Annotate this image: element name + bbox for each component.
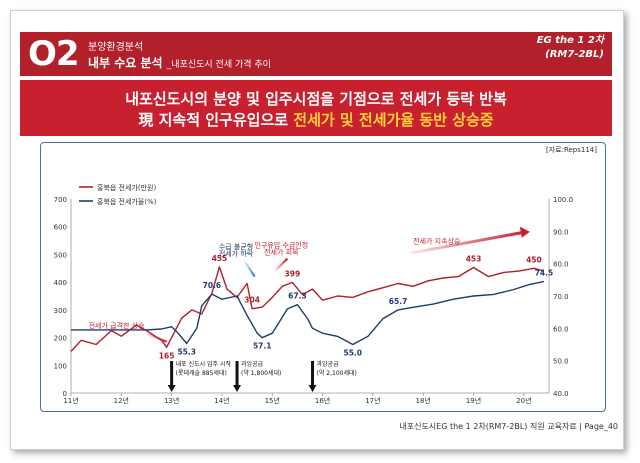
annotation-continuous-arrow-line xyxy=(410,230,525,255)
y-left-tick-label: 500 xyxy=(54,251,67,259)
ratio-data-label: 55.0 xyxy=(344,349,363,358)
section-header: O2 분양환경분석 내부 수요 분석 _내포신도시 전세 가격 추이 EG th… xyxy=(20,32,612,76)
event-label: (약 1,800세대) xyxy=(241,369,281,377)
legend-label: 홍북읍 전세가율(%) xyxy=(97,197,157,206)
y-left-tick-label: 100 xyxy=(54,362,67,370)
section-title-main: 내부 수요 분석 xyxy=(88,56,163,70)
y-left-tick-label: 400 xyxy=(54,279,67,287)
ratio-data-label: 74.5 xyxy=(535,268,554,277)
event-arrow-head xyxy=(167,385,176,392)
ratio-data-label: 55.3 xyxy=(177,348,196,357)
price-data-label: 399 xyxy=(285,269,301,278)
project-line2: (RM7-2BL) xyxy=(545,49,604,60)
section-title-small: _내포신도시 전세 가격 추이 xyxy=(166,60,271,70)
project-label: EG the 1 2차 (RM7-2BL) xyxy=(537,34,604,62)
x-tick-label: 13년 xyxy=(164,396,179,405)
event-label: 과잉공급 xyxy=(241,360,264,368)
annotation-recover-line2: 전세가 회복 xyxy=(264,247,299,256)
ratio-data-label: 65.7 xyxy=(389,297,408,306)
ratio-data-label: 67.3 xyxy=(288,292,307,301)
price-series-line xyxy=(70,266,545,352)
annotation-rise-sharp: 전세가 급격한 상승 xyxy=(89,321,146,330)
y-left-tick-label: 600 xyxy=(54,224,67,232)
legend-label: 홍북읍 전세가(만원) xyxy=(97,183,156,192)
annotation-supply-line1: 수급 불균형 xyxy=(219,242,253,251)
y-left-tick-label: 300 xyxy=(54,307,67,315)
event-arrow-head xyxy=(308,385,317,392)
ratio-data-label: 57.1 xyxy=(253,342,272,351)
event-label: (롯데캐슬 885세대) xyxy=(176,369,227,377)
footer-label: 내포신도시EG the 1 2차(RM7-2BL) 직원 교육자료 | Page… xyxy=(399,422,618,431)
headline-line2-prefix: 現 지속적 인구유입으로 xyxy=(138,111,294,129)
y-right-tick-label: 90.0 xyxy=(553,228,569,236)
y-right-tick-label: 50.0 xyxy=(553,358,569,366)
annotation-supply-arrow-line xyxy=(243,260,256,278)
price-data-label: 453 xyxy=(466,254,482,263)
x-tick-label: 18년 xyxy=(416,396,431,405)
headline-line1: 내포신도시의 분양 및 입주시점을 기점으로 전세가 등락 반복 xyxy=(125,90,507,108)
chart-box: [자료:Reps114] 0 100 200 300 400 500 600 700 40.0 5… xyxy=(40,142,606,412)
headline-line2-highlight: 전세가 및 전세가율 동반 상승중 xyxy=(293,111,494,129)
y-right-tick-label: 80.0 xyxy=(553,261,569,269)
x-tick-label: 17년 xyxy=(365,396,380,405)
y-left-tick-label: 700 xyxy=(54,196,67,204)
annotation-continuous: 전세가 지속상승 xyxy=(413,236,461,245)
x-tick-label: 19년 xyxy=(466,396,481,405)
event-label: 내포 신도시 입주 시작 xyxy=(176,360,232,368)
annotation-continuous-arrow-head xyxy=(519,226,530,238)
headline-line2: 現 지속적 인구유입으로 전세가 및 전세가율 동반 상승중 xyxy=(20,109,612,130)
annotation-supply-line2: 전세가 하락 xyxy=(219,249,254,258)
annotation-rise-arrow-line xyxy=(146,332,168,343)
x-tick-label: 16년 xyxy=(315,396,330,405)
annotation-recover-line1: 인구유입 수급안정 xyxy=(254,241,308,250)
price-data-label: 450 xyxy=(526,255,542,264)
x-tick-label: 20년 xyxy=(516,396,531,405)
event-arrow-head xyxy=(233,385,242,392)
x-tick-label: 14년 xyxy=(214,396,229,405)
event-label: (약 2,100세대) xyxy=(317,369,357,377)
y-right-tick-label: 100.0 xyxy=(553,196,573,204)
y-left-tick-label: 200 xyxy=(54,335,67,343)
section-number: O2 xyxy=(28,34,80,74)
y-right-tick-label: 70.0 xyxy=(553,293,569,301)
y-left-tick-label: 0 xyxy=(63,390,67,398)
event-label: 과잉공급 xyxy=(317,360,340,368)
x-tick-label: 11년 xyxy=(63,396,78,405)
price-data-label: 165 xyxy=(159,351,175,360)
headline-banner: 내포신도시의 분양 및 입주시점을 기점으로 전세가 등락 반복 現 지속적 인… xyxy=(20,80,612,136)
price-data-label: 455 xyxy=(212,254,228,263)
x-tick-label: 15년 xyxy=(265,396,280,405)
y-right-tick-label: 40.0 xyxy=(553,390,569,398)
price-ratio-chart: 0 100 200 300 400 500 600 700 40.0 50.0 60.0 70.0 80… xyxy=(54,183,573,405)
y-right-tick-label: 60.0 xyxy=(553,325,569,333)
ratio-data-label: 70.6 xyxy=(203,281,222,290)
section-title: 내부 수요 분석 _내포신도시 전세 가격 추이 xyxy=(88,54,271,71)
x-tick-label: 12년 xyxy=(114,396,129,405)
ratio-series-line xyxy=(71,280,545,346)
project-line1: EG the 1 2차 xyxy=(536,35,604,46)
annotation-recover-arrow-line xyxy=(274,257,289,272)
source-label: [자료:Reps114] xyxy=(545,146,597,154)
price-data-label: 304 xyxy=(244,296,260,305)
section-subtitle: 분양환경분석 xyxy=(88,42,144,53)
